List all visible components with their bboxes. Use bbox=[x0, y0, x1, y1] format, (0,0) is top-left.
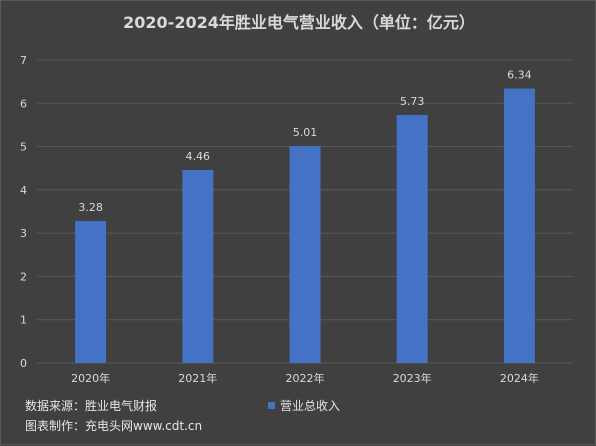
legend-label: 营业总收入 bbox=[280, 399, 340, 413]
chart-title: 2020-2024年胜业电气营业收入（单位：亿元） bbox=[123, 13, 475, 32]
y-tick-label: 2 bbox=[20, 270, 27, 283]
x-tick-label: 2021年 bbox=[178, 371, 217, 385]
x-tick-label: 2024年 bbox=[500, 371, 539, 385]
data-label: 4.46 bbox=[186, 150, 211, 163]
bar bbox=[75, 221, 107, 363]
y-tick-label: 3 bbox=[20, 227, 27, 240]
source-note: 数据来源：胜业电气财报 bbox=[25, 398, 157, 413]
data-label: 3.28 bbox=[78, 201, 103, 214]
legend: 营业总收入 bbox=[268, 399, 340, 413]
y-tick-label: 5 bbox=[20, 141, 27, 154]
bar bbox=[289, 146, 321, 363]
maker-note: 图表制作：充电头网www.cdt.cn bbox=[25, 418, 202, 433]
bar bbox=[396, 114, 428, 363]
y-tick-label: 1 bbox=[20, 314, 27, 327]
bar bbox=[503, 88, 535, 363]
legend-swatch bbox=[268, 402, 275, 409]
data-labels: 3.28 4.46 5.01 5.73 6.34 bbox=[78, 69, 531, 214]
y-axis: 0 1 2 3 4 5 6 7 bbox=[20, 54, 27, 370]
y-tick-label: 0 bbox=[20, 357, 27, 370]
x-tick-label: 2022年 bbox=[286, 371, 325, 385]
y-tick-label: 4 bbox=[20, 184, 27, 197]
x-tick-label: 2023年 bbox=[393, 371, 432, 385]
data-label: 5.01 bbox=[293, 126, 318, 139]
x-tick-label: 2020年 bbox=[71, 371, 110, 385]
x-axis: 2020年 2021年 2022年 2023年 2024年 bbox=[71, 371, 539, 385]
bar bbox=[182, 169, 214, 363]
bars bbox=[75, 88, 535, 363]
y-tick-label: 7 bbox=[20, 54, 27, 67]
y-tick-label: 6 bbox=[20, 97, 27, 110]
data-label: 5.73 bbox=[400, 95, 425, 108]
data-label: 6.34 bbox=[507, 69, 532, 82]
